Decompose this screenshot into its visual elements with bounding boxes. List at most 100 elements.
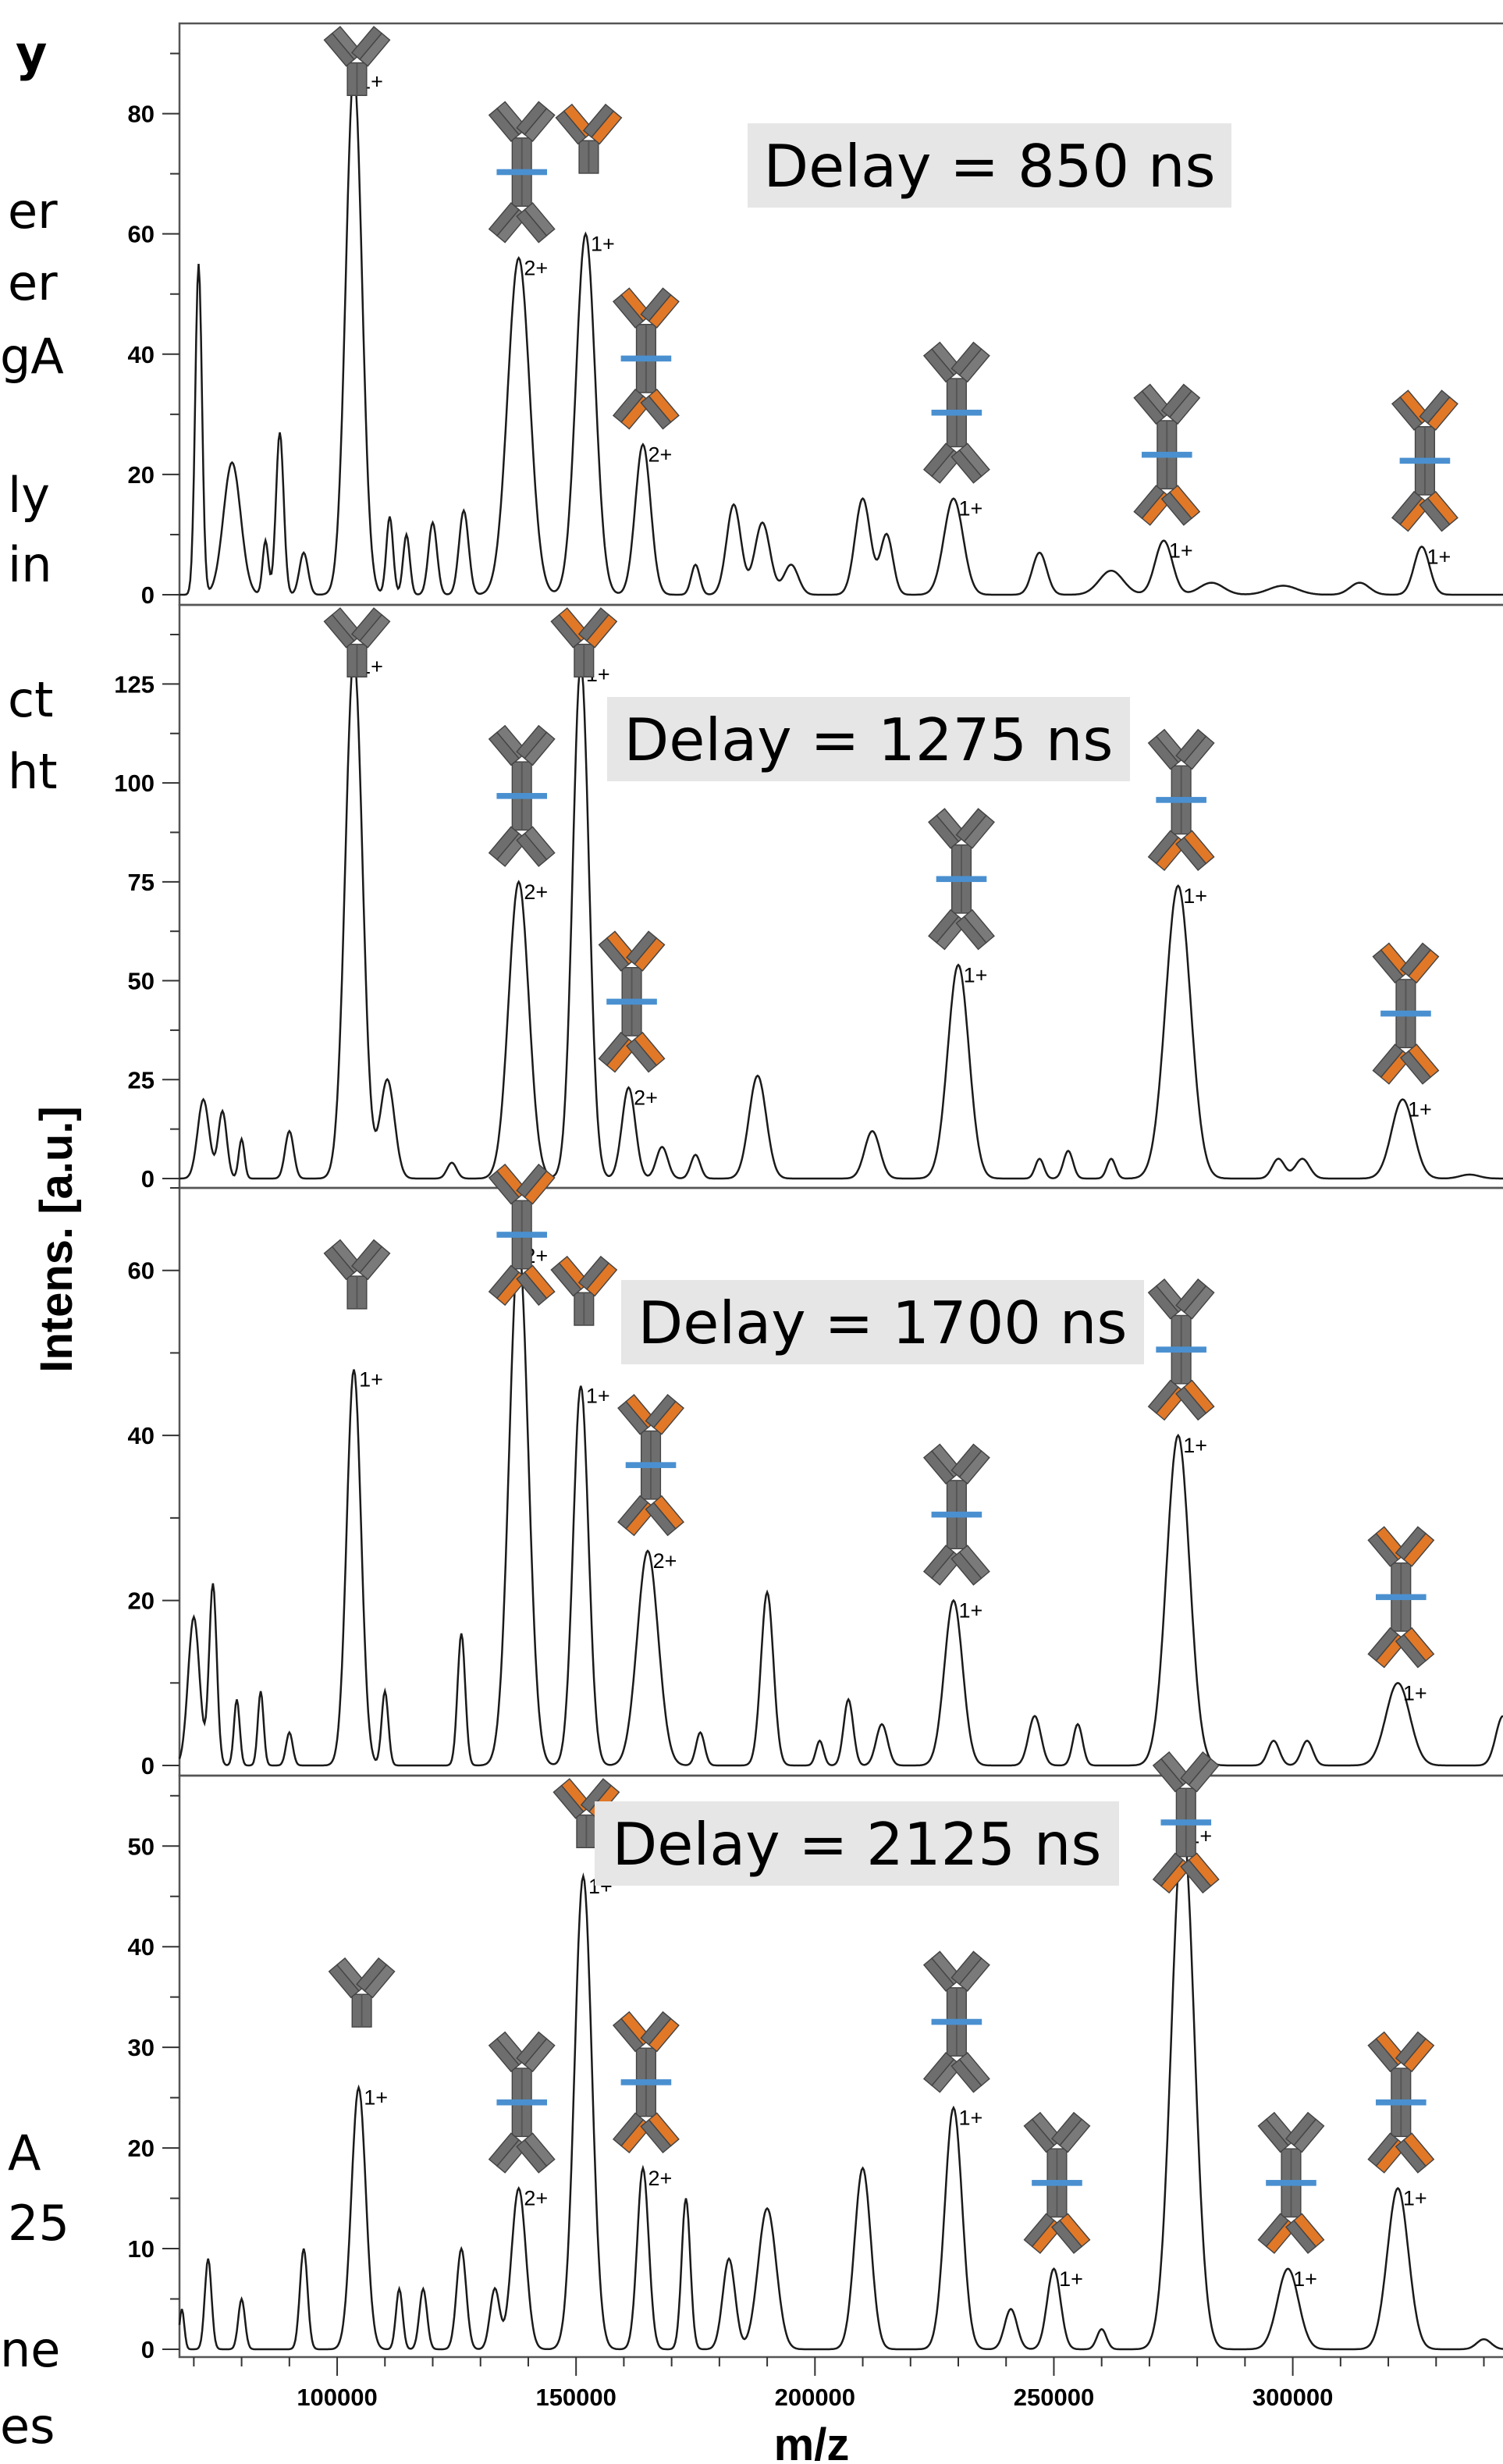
charge-label: 1+ <box>964 963 988 987</box>
side-text-fragment: er <box>8 254 58 311</box>
side-text-fragment: in <box>8 536 52 593</box>
y-tick-label: 60 <box>128 221 155 248</box>
side-text-fragment: gA <box>0 328 64 385</box>
charge-label: 1+ <box>1183 884 1207 908</box>
charge-label: 1+ <box>1403 2187 1427 2210</box>
monomer-glyph-icon <box>323 1239 391 1310</box>
y-tick-label: 40 <box>128 1422 155 1449</box>
y-tick-label: 40 <box>128 341 155 368</box>
delay-box <box>595 1801 1119 1886</box>
charge-label: 1+ <box>958 1599 982 1623</box>
side-text-fragment: A <box>8 2124 41 2181</box>
dimer-half-glyph-icon <box>1152 1751 1220 1894</box>
dimer-glyph-icon <box>922 1950 990 2093</box>
charge-label: 2+ <box>648 443 673 466</box>
charge-label: 1+ <box>1427 545 1451 568</box>
dimer-orange-glyph-icon <box>612 2011 680 2153</box>
charge-label: 1+ <box>364 2086 388 2110</box>
side-text-fragment: es <box>0 2398 55 2455</box>
y-tick-label: 30 <box>128 2034 155 2061</box>
charge-label: 1+ <box>591 233 615 256</box>
charge-label: 1+ <box>958 497 982 521</box>
dimer-orange-glyph-icon <box>1367 1526 1435 1669</box>
side-text-fragment: 25 <box>8 2195 69 2252</box>
y-tick-label: 20 <box>128 461 155 489</box>
charge-label: 2+ <box>524 880 548 904</box>
dimer-orange-glyph-icon <box>617 1394 684 1537</box>
charge-label: 1+ <box>586 1385 610 1408</box>
delay-label: Delay = 1700 ns <box>638 1289 1128 1357</box>
dimer-half-glyph-icon <box>1147 1278 1215 1421</box>
side-text-fragment: ct <box>8 671 53 728</box>
panel-frame <box>178 603 1503 1189</box>
x-tick-label: 250000 <box>1014 2384 1094 2411</box>
y-tick-label: 50 <box>128 1833 155 1860</box>
charge-label: 1+ <box>1293 2267 1317 2291</box>
side-text-fragment: y <box>16 25 47 82</box>
x-tick-label: 200000 <box>775 2384 855 2411</box>
panel-frame <box>178 1186 1503 1777</box>
charge-label: 2+ <box>634 1086 658 1109</box>
dimer-glyph-icon <box>922 341 990 484</box>
y-tick-label: 80 <box>128 101 155 128</box>
cropped-side-text: y er er gA ly in ct ht A 25 ne es <box>0 25 69 2455</box>
dimer-orange-glyph-icon <box>598 930 666 1073</box>
y-tick-label: 10 <box>128 2235 155 2263</box>
charge-label: 2+ <box>653 1549 677 1573</box>
charge-label: 1+ <box>1059 2267 1083 2291</box>
delay-label: Delay = 1275 ns <box>624 706 1114 774</box>
delay-box <box>607 697 1130 781</box>
y-tick-label: 25 <box>128 1066 155 1093</box>
y-tick-label: 40 <box>128 1933 155 1961</box>
charge-label: 1+ <box>1408 1098 1432 1122</box>
monomer-orange-glyph-icon <box>550 1255 618 1326</box>
y-axis-title: Intens. [a.u.] <box>31 1106 82 1373</box>
dimer-orange-glyph-icon <box>488 1163 556 1307</box>
dimer-half-glyph-icon <box>1133 383 1201 526</box>
x-axis-title: m/z <box>774 2420 850 2464</box>
dimer-orange-glyph-icon <box>1372 942 1440 1085</box>
y-tick-label: 0 <box>141 1165 155 1193</box>
panel-frame <box>178 1774 1503 2359</box>
monomer-glyph-icon <box>323 607 391 678</box>
dimer-glyph-icon <box>488 2031 556 2174</box>
delay-box <box>621 1280 1144 1364</box>
dimer-orange-glyph-icon <box>1367 2031 1435 2174</box>
charge-label: 1+ <box>1169 539 1193 563</box>
charge-label: 1+ <box>1403 1681 1427 1705</box>
spectrum-line <box>178 1242 1503 1767</box>
monomer-glyph-icon <box>323 26 391 97</box>
y-tick-label: 60 <box>128 1257 155 1285</box>
panel-frame <box>178 22 1503 606</box>
y-tick-label: 0 <box>141 581 155 609</box>
monomer-orange-glyph-icon <box>550 607 618 678</box>
dimer-orange-glyph-icon <box>612 287 680 430</box>
y-tick-label: 50 <box>128 968 155 995</box>
side-text-fragment: ly <box>8 467 50 524</box>
monomer-glyph-icon <box>328 1957 396 2028</box>
dimer-half-glyph-icon <box>1023 2111 1091 2254</box>
dimer-glyph-icon <box>488 101 556 244</box>
x-axis: 100000 150000 200000 250000 300000 <box>193 2357 1485 2411</box>
y-tick-label: 0 <box>141 1752 155 1780</box>
charge-label: 1+ <box>1183 1434 1207 1457</box>
dimer-half-glyph-icon <box>1147 728 1215 871</box>
panels: 0 20 40 60 80 1+ 2+ 1+ 2+ 1+ 1+ 1+ Delay = 850 ns 0 25… <box>114 22 1503 2363</box>
y-tick-label: 20 <box>128 1588 155 1615</box>
delay-label: Delay = 850 ns <box>763 132 1215 201</box>
spectrum-line <box>179 71 1503 596</box>
monomer-orange-glyph-icon <box>555 103 623 174</box>
y-tick-label: 20 <box>128 2135 155 2162</box>
charge-label: 1+ <box>359 1368 383 1392</box>
spectrum-line <box>178 1823 1503 2351</box>
dimer-glyph-icon <box>488 724 556 867</box>
x-tick-label: 150000 <box>535 2384 616 2411</box>
y-tick-label: 0 <box>141 2336 155 2363</box>
y-tick-label: 100 <box>114 770 155 797</box>
x-tick-label: 300000 <box>1252 2384 1333 2411</box>
spectrum-line <box>179 656 1503 1180</box>
